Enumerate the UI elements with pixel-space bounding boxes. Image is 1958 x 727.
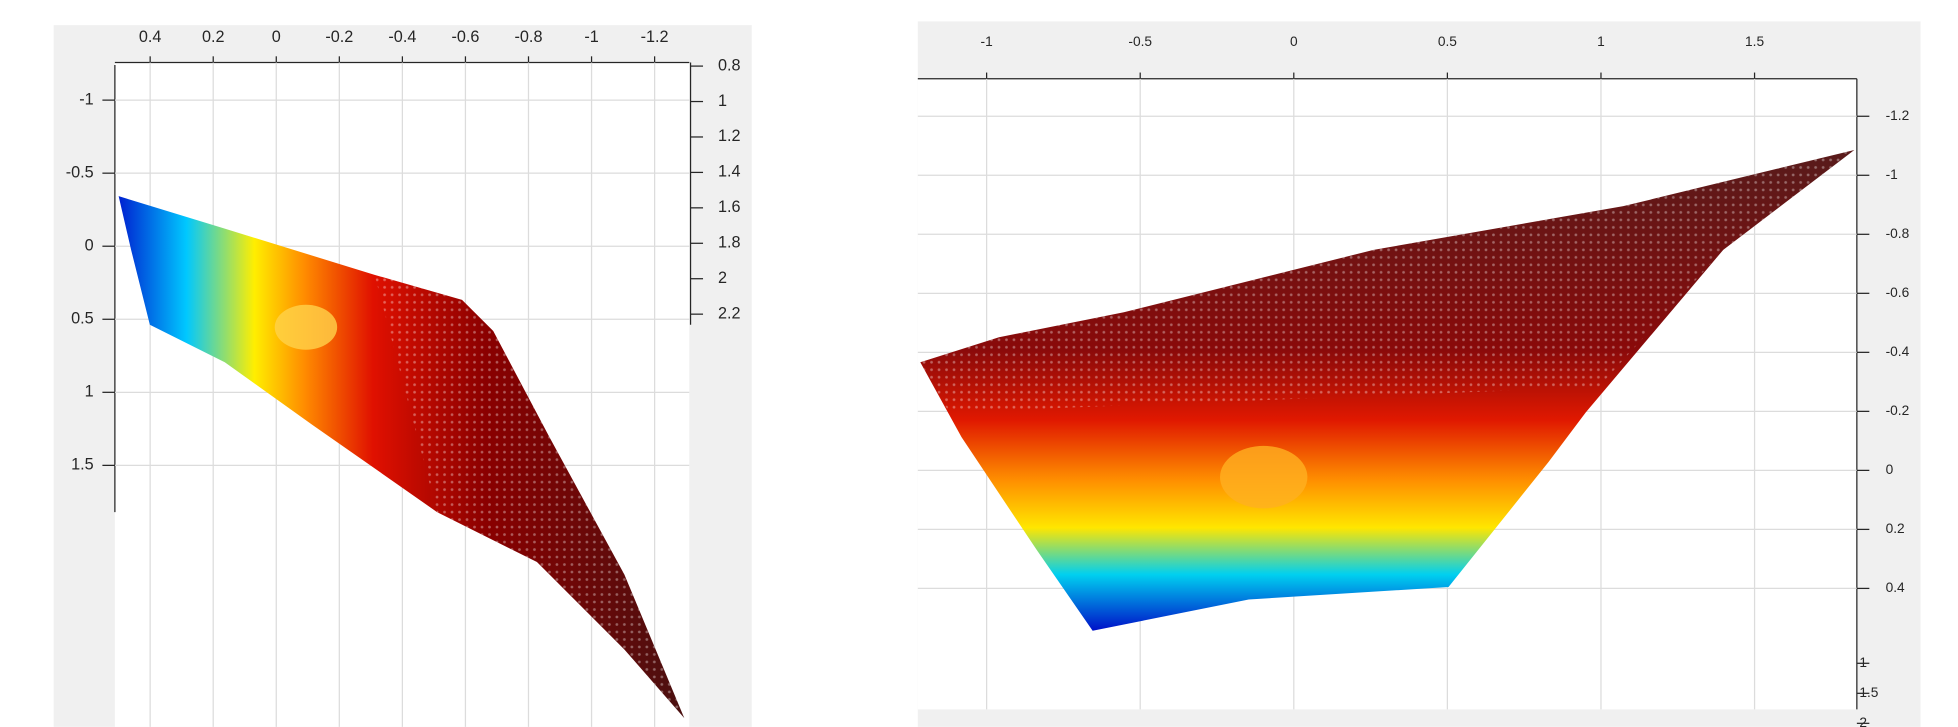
x-tick-label: 0 bbox=[272, 28, 281, 46]
z-tick-label: 1.6 bbox=[718, 198, 741, 216]
z-tick-label: 0.8 bbox=[718, 56, 741, 74]
y-tick-label: 1.5 bbox=[71, 456, 94, 474]
x-tick-label: -0.8 bbox=[515, 28, 543, 46]
x-tick-label: -1 bbox=[981, 34, 993, 49]
y-tick-label: 0 bbox=[1886, 462, 1894, 477]
x-tick-label: -0.6 bbox=[451, 28, 479, 46]
x-tick-label: 1.5 bbox=[1745, 34, 1764, 49]
y-tick-label: 0.5 bbox=[71, 310, 94, 328]
x-tick-label: -1.2 bbox=[641, 28, 669, 46]
x-tick-label: 1 bbox=[1597, 34, 1605, 49]
x-tick-label: 0.2 bbox=[202, 28, 225, 46]
x-tick-label: 0.5 bbox=[1438, 34, 1457, 49]
y-tick-label: -0.8 bbox=[1886, 226, 1910, 241]
z-tick-label: 1.4 bbox=[718, 163, 741, 181]
z-tick-label: 1.2 bbox=[718, 127, 741, 145]
x-tick-label: 0 bbox=[1290, 34, 1298, 49]
y-tick-label: -0.6 bbox=[1886, 285, 1910, 300]
x-tick-label: -0.4 bbox=[388, 28, 416, 46]
y-tick-label: -1 bbox=[1886, 167, 1898, 182]
x-tick-label: -0.2 bbox=[325, 28, 353, 46]
z-tick-label: 1.8 bbox=[718, 234, 741, 252]
y-tick-label: -0.4 bbox=[1886, 344, 1910, 359]
z-tick-label: 1.5 bbox=[1859, 685, 1878, 700]
x-tick-label: -0.5 bbox=[1128, 34, 1152, 49]
object-blob bbox=[1220, 446, 1307, 508]
y-tick-label: -0.5 bbox=[66, 163, 94, 181]
y-tick-label: 0 bbox=[85, 236, 94, 254]
z-tick-label: 2 bbox=[1859, 715, 1867, 727]
z-tick-label: 2 bbox=[718, 269, 727, 287]
screenshot: 0.4 0.2 0 -0.2 -0.4 -0.6 -0.8 -1 -1.2 -1 -0.5 0 0.5 1… bbox=[0, 0, 1958, 727]
y-tick-label: 0.2 bbox=[1886, 521, 1905, 536]
y-tick-label: -1 bbox=[79, 90, 93, 108]
object-blob bbox=[275, 305, 337, 350]
y-tick-label: -0.2 bbox=[1886, 403, 1910, 418]
x-tick-label: -1 bbox=[584, 28, 598, 46]
z-tick-label: 2.2 bbox=[718, 304, 741, 322]
y-tick-label: 1 bbox=[85, 383, 94, 401]
z-tick-label: 1 bbox=[718, 92, 727, 110]
z-tick-label: 1 bbox=[1859, 655, 1867, 670]
x-tick-label: 0.4 bbox=[139, 28, 162, 46]
y-tick-label: 0.4 bbox=[1886, 580, 1905, 595]
y-tick-label: -1.2 bbox=[1886, 108, 1910, 123]
